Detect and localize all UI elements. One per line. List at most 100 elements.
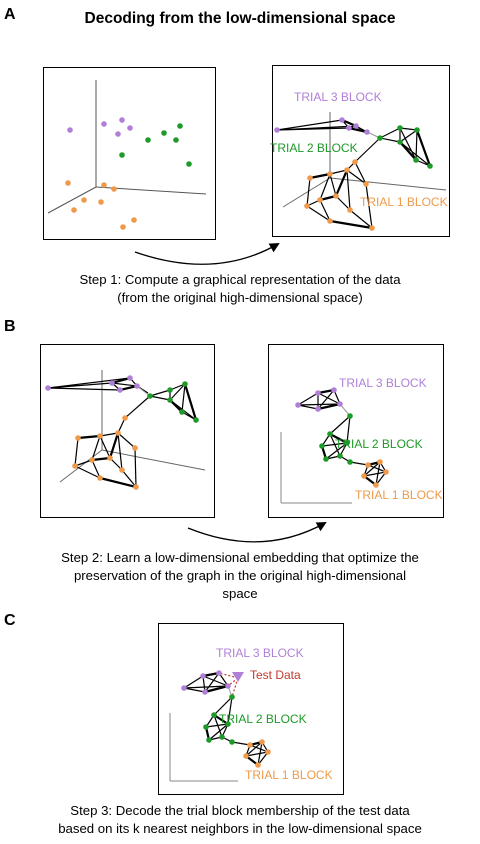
trial1-node xyxy=(327,171,333,177)
trial2-node xyxy=(337,453,343,459)
trial1-node xyxy=(122,415,128,421)
trial1-node xyxy=(115,430,121,436)
test-data-marker xyxy=(232,672,244,682)
panel-c-trial1-label: TRIAL 1 BLOCK xyxy=(245,768,333,782)
trial1-node xyxy=(377,459,383,465)
panel-a-graph-box xyxy=(272,65,450,237)
trial2-point xyxy=(177,123,183,129)
step2-line1: Step 2: Learn a low-dimensional embeddin… xyxy=(61,550,419,565)
step2-line3: space xyxy=(222,586,258,601)
panel-a-raw-data-box xyxy=(43,67,216,240)
panel-a-graph-edges xyxy=(276,118,432,230)
panel-b-embed-nodes xyxy=(295,387,389,488)
panel-c-axes xyxy=(169,713,238,782)
trial2-node xyxy=(229,694,235,700)
trial1-point xyxy=(98,199,104,205)
trial1-point xyxy=(101,182,107,188)
trial2-point xyxy=(119,152,125,158)
trial3-node xyxy=(45,385,51,391)
trial2-node xyxy=(414,127,420,133)
trial3-node xyxy=(295,402,301,408)
trial1-node xyxy=(89,457,95,463)
trial2-node xyxy=(344,440,350,446)
panel-c-nodes xyxy=(181,670,271,768)
step2-line2: preservation of the graph in the origina… xyxy=(73,568,407,583)
trial1-node xyxy=(307,175,313,181)
step1-caption: Step 1: Compute a graphical representati… xyxy=(0,271,480,307)
trial2-node xyxy=(397,139,403,145)
panel-b-trial1-label: TRIAL 1 BLOCK xyxy=(355,488,443,502)
trial1-node xyxy=(363,181,369,187)
trial1-node xyxy=(327,218,333,224)
trial2-node xyxy=(167,387,173,393)
trial1-point xyxy=(131,217,137,223)
panel-c-test-data-label: Test Data xyxy=(250,668,301,682)
trial2-node xyxy=(167,397,173,403)
trial3-point xyxy=(119,117,125,123)
trial1-node xyxy=(247,742,253,748)
step3-caption: Step 3: Decode the trial block membershi… xyxy=(0,802,480,838)
arrow-step1 xyxy=(134,243,280,265)
trial1-node xyxy=(119,467,125,473)
trial3-node xyxy=(274,127,280,133)
panel-a-letter: A xyxy=(4,6,16,23)
trial1-node xyxy=(255,762,261,768)
trial1-node xyxy=(75,435,81,441)
trial1-node xyxy=(133,484,139,490)
panel-a-graph-axes xyxy=(282,112,447,208)
panel-a-trial3-label: TRIAL 3 BLOCK xyxy=(294,90,382,104)
trial3-node xyxy=(109,380,115,386)
trial2-node xyxy=(206,737,212,743)
trial3-node xyxy=(331,387,337,393)
panel-b-trial2-label: TRIAL 2 BLOCK xyxy=(335,437,423,451)
panel-a-raw-axes xyxy=(47,80,207,214)
trial1-node xyxy=(265,749,271,755)
trial1-node xyxy=(107,455,113,461)
trial1-node xyxy=(361,473,367,479)
trial1-node xyxy=(365,462,371,468)
trial2-node xyxy=(397,125,403,131)
trial3-node xyxy=(353,123,359,129)
trial1-node xyxy=(333,193,339,199)
trial3-point xyxy=(115,131,121,137)
panel-c-trial3-label: TRIAL 3 BLOCK xyxy=(216,646,304,660)
trial1-node xyxy=(304,203,310,209)
trial1-node xyxy=(259,739,265,745)
trial2-node xyxy=(219,734,225,740)
step3-line2: based on its k nearest neighbors in the … xyxy=(58,821,422,836)
trial2-node xyxy=(327,431,333,437)
trial1-node xyxy=(317,197,323,203)
trial2-point xyxy=(145,137,151,143)
trial1-point xyxy=(65,180,71,186)
step2-caption: Step 2: Learn a low-dimensional embeddin… xyxy=(0,549,480,603)
trial2-node xyxy=(229,739,235,745)
trial1-node xyxy=(369,225,375,231)
trial2-node xyxy=(347,459,353,465)
step1-line2: (from the original high-dimensional spac… xyxy=(117,290,363,305)
panel-c-decoding-box xyxy=(158,623,344,795)
panel-a-trial1-label: TRIAL 1 BLOCK xyxy=(360,195,448,209)
trial2-point xyxy=(173,137,179,143)
trial1-point xyxy=(71,207,77,213)
step1-line1: Step 1: Compute a graphical representati… xyxy=(79,272,401,287)
figure-title: Decoding from the low-dimensional space xyxy=(84,10,396,27)
trial3-node xyxy=(181,685,187,691)
trial2-node xyxy=(203,724,209,730)
panel-a-graph-nodes xyxy=(274,117,433,231)
trial3-node xyxy=(364,129,370,135)
trial3-point xyxy=(127,125,133,131)
trial2-node xyxy=(377,135,383,141)
trial3-node xyxy=(127,375,133,381)
panel-b-graph-nodes xyxy=(45,375,199,490)
panel-c-letter: C xyxy=(4,612,16,629)
trial2-node xyxy=(413,157,419,163)
trial3-node xyxy=(117,387,123,393)
trial3-node xyxy=(315,406,321,412)
trial2-node xyxy=(347,413,353,419)
panel-c-trial2-label: TRIAL 2 BLOCK xyxy=(219,712,307,726)
trial1-point xyxy=(111,186,117,192)
trial3-node xyxy=(216,670,222,676)
panel-b-embed-axes xyxy=(280,432,352,504)
trial3-node xyxy=(200,673,206,679)
